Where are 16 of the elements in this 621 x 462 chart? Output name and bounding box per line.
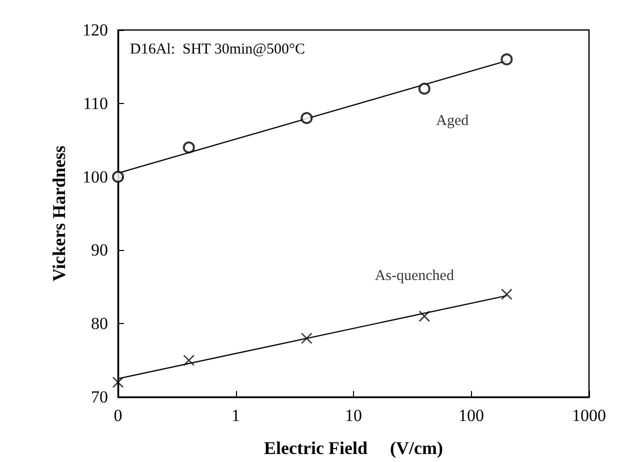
y-tick-label: 80 <box>91 314 108 334</box>
y-tick-label: 100 <box>82 167 108 186</box>
x-tick-label: 10 <box>345 406 362 425</box>
series-label: Aged <box>436 113 470 130</box>
y-axis-title: Vickers Hardness <box>49 146 69 282</box>
x-axis-title: Electric Field (V/cm) <box>264 438 443 458</box>
x-tick-label: 0 <box>114 406 122 425</box>
x-tick-label: 1 <box>232 406 240 425</box>
y-tick-label: 120 <box>82 20 108 40</box>
x-tick-label: 100 <box>458 406 484 425</box>
annotation: D16Al: SHT 30min@500°C <box>130 42 305 58</box>
x-tick-label: 1000 <box>572 406 606 425</box>
y-tick-label: 110 <box>83 94 108 113</box>
y-tick-label: 70 <box>91 388 108 406</box>
y-tick-label: 90 <box>91 240 108 260</box>
text: As-quenched <box>374 268 454 284</box>
